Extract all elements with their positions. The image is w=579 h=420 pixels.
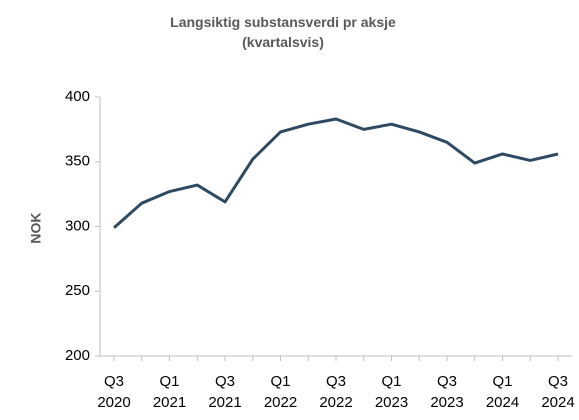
y-tick-label: 400 — [65, 88, 90, 105]
y-tick-label: 300 — [65, 217, 90, 234]
x-tick-label: Q3 2024 — [541, 373, 575, 411]
x-tick-label: Q3 2020 — [97, 373, 131, 411]
y-tick-label: 350 — [65, 153, 90, 170]
x-tick-label: Q1 2024 — [485, 373, 520, 411]
x-tick-label: Q1 2023 — [374, 373, 409, 411]
chart-title: Langsiktig substansverdi pr aksje (kvart… — [170, 14, 396, 50]
x-tick-label: Q3 2022 — [319, 373, 353, 411]
y-tick-label: 250 — [65, 282, 90, 299]
x-tick-label: Q1 2021 — [152, 373, 187, 411]
line-series — [113, 117, 559, 229]
y-axis-label: NOK — [28, 212, 44, 243]
x-tick-label: Q3 2021 — [208, 373, 242, 411]
x-tick-label: Q1 2022 — [263, 373, 298, 411]
x-tick-label: Q3 2023 — [430, 373, 464, 411]
y-tick-label: 200 — [65, 347, 90, 364]
